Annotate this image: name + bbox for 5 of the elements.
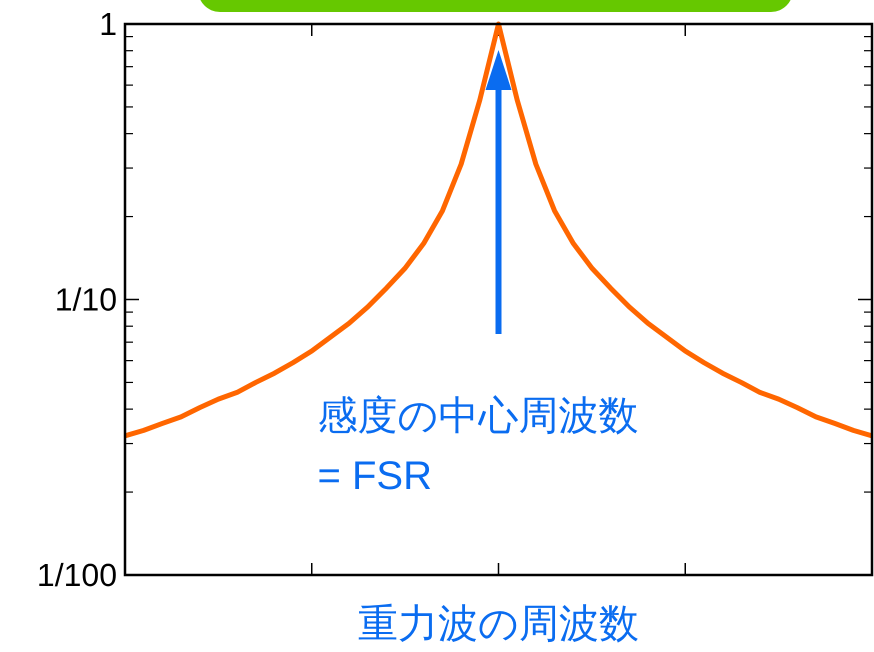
x-axis-title: 重力波の周波数	[358, 602, 639, 646]
annotation: 感度の中心周波数 = FSR	[318, 394, 638, 498]
y-tick-label: 1	[99, 6, 117, 42]
y-tick-label: 1/10	[54, 282, 117, 318]
y-tick-label: 1/100	[36, 557, 117, 593]
